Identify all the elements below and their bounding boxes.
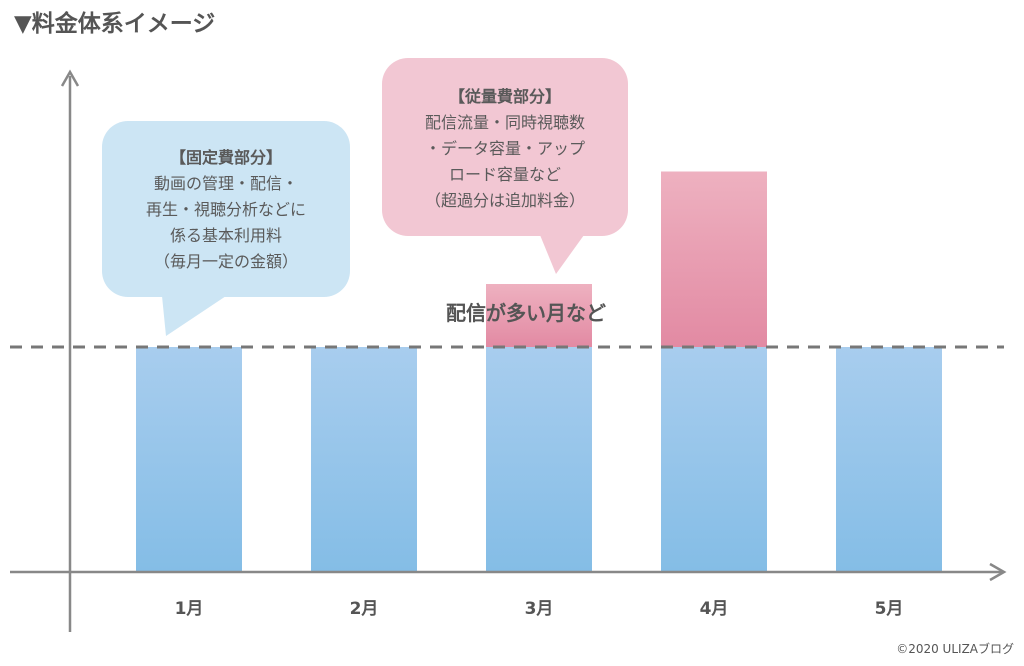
- x-axis-arrow: [989, 562, 1007, 582]
- fixed-cost-bar: [836, 347, 942, 572]
- copyright-notice: ©2020 ULIZAブログ: [896, 642, 1014, 656]
- fixed-cost-bar: [136, 347, 242, 572]
- variable-cost-callout-line: 配信流量・同時視聴数: [424, 113, 585, 132]
- spike-annotation: 配信が多い月など: [446, 301, 606, 325]
- fixed-cost-bar: [311, 347, 417, 572]
- variable-cost-callout: 【従量費部分】 配信流量・同時視聴数 ・データ容量・アップ ロード容量など （超…: [382, 58, 628, 236]
- variable-cost-callout-line: （超過分は追加料金）: [424, 191, 585, 210]
- x-tick-label: 4月: [700, 599, 729, 619]
- variable-cost-bar: [486, 284, 592, 347]
- fixed-cost-callout: 【固定費部分】 動画の管理・配信・ 再生・視聴分析などに 係る基本利用料 （毎月…: [102, 121, 350, 297]
- fixed-cost-callout-line: （毎月一定の金額）: [153, 252, 298, 271]
- variable-callout-tail: [540, 235, 584, 274]
- fixed-cost-callout-line: 係る基本利用料: [169, 226, 282, 245]
- x-tick-label: 2月: [350, 599, 379, 619]
- page-title: ▼料金体系イメージ: [14, 11, 216, 37]
- x-tick-label: 3月: [525, 599, 554, 619]
- fixed-cost-callout-line: 再生・視聴分析などに: [145, 200, 306, 219]
- y-axis-arrow: [60, 69, 80, 87]
- variable-cost-callout-line: ・データ容量・アップ: [424, 139, 585, 158]
- x-tick-label: 1月: [175, 599, 204, 619]
- fixed-cost-callout-title: 【固定費部分】: [169, 148, 282, 167]
- fixed-cost-bar: [661, 347, 767, 572]
- x-tick-label: 5月: [875, 599, 904, 619]
- fixed-cost-callout-line: 動画の管理・配信・: [153, 174, 298, 193]
- fixed-cost-bar: [486, 347, 592, 572]
- variable-cost-bar: [661, 171, 767, 347]
- variable-cost-callout-line: ロード容量など: [448, 165, 561, 184]
- variable-cost-callout-title: 【従量費部分】: [448, 87, 561, 106]
- fixed-callout-tail: [162, 296, 226, 336]
